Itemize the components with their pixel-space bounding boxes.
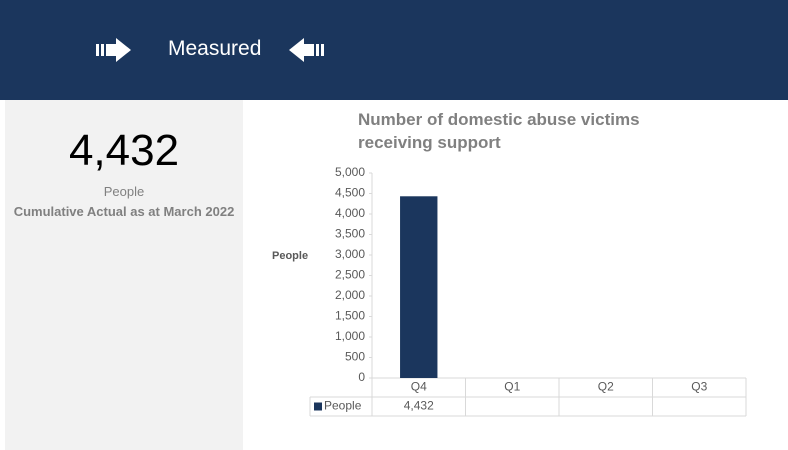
y-tick-label: 4,500: [335, 186, 365, 200]
y-tick-label: 1,500: [335, 309, 365, 323]
y-tick-label: 1,000: [335, 329, 365, 343]
header: Measured: [0, 0, 788, 100]
kpi-value: 4,432: [68, 126, 180, 175]
kpi-caption: Cumulative Actual as at March 2022: [13, 204, 235, 219]
y-tick-label: 2,500: [335, 268, 365, 282]
y-tick-label: 0: [358, 370, 365, 384]
y-tick-label: 3,500: [335, 227, 365, 241]
x-tick-label: Q2: [598, 380, 614, 394]
y-tick-label: 5,000: [335, 165, 365, 179]
y-tick-label: 3,000: [335, 247, 365, 261]
arrow-left: [289, 38, 324, 62]
table-value: 4,432: [404, 399, 434, 413]
legend-label: People: [324, 399, 362, 413]
y-tick-label: 2,000: [335, 288, 365, 302]
x-tick-label: Q1: [504, 380, 520, 394]
header-title: Measured: [168, 37, 262, 60]
kpi-panel: 4,432 People Cumulative Actual as at Mar…: [5, 100, 243, 450]
chart-title: Number of domestic abuse victims receivi…: [358, 110, 640, 152]
bar: [400, 196, 438, 378]
x-tick-label: Q4: [411, 380, 427, 394]
arrow-right: [96, 38, 131, 62]
arrows: [96, 38, 324, 62]
kpi-unit: People: [103, 184, 145, 199]
y-tick-label: 500: [345, 350, 365, 364]
x-tick-label: Q3: [691, 380, 707, 394]
legend-swatch: [314, 402, 322, 411]
y-tick-label: 4,000: [335, 206, 365, 220]
y-axis-label: People: [272, 250, 308, 262]
